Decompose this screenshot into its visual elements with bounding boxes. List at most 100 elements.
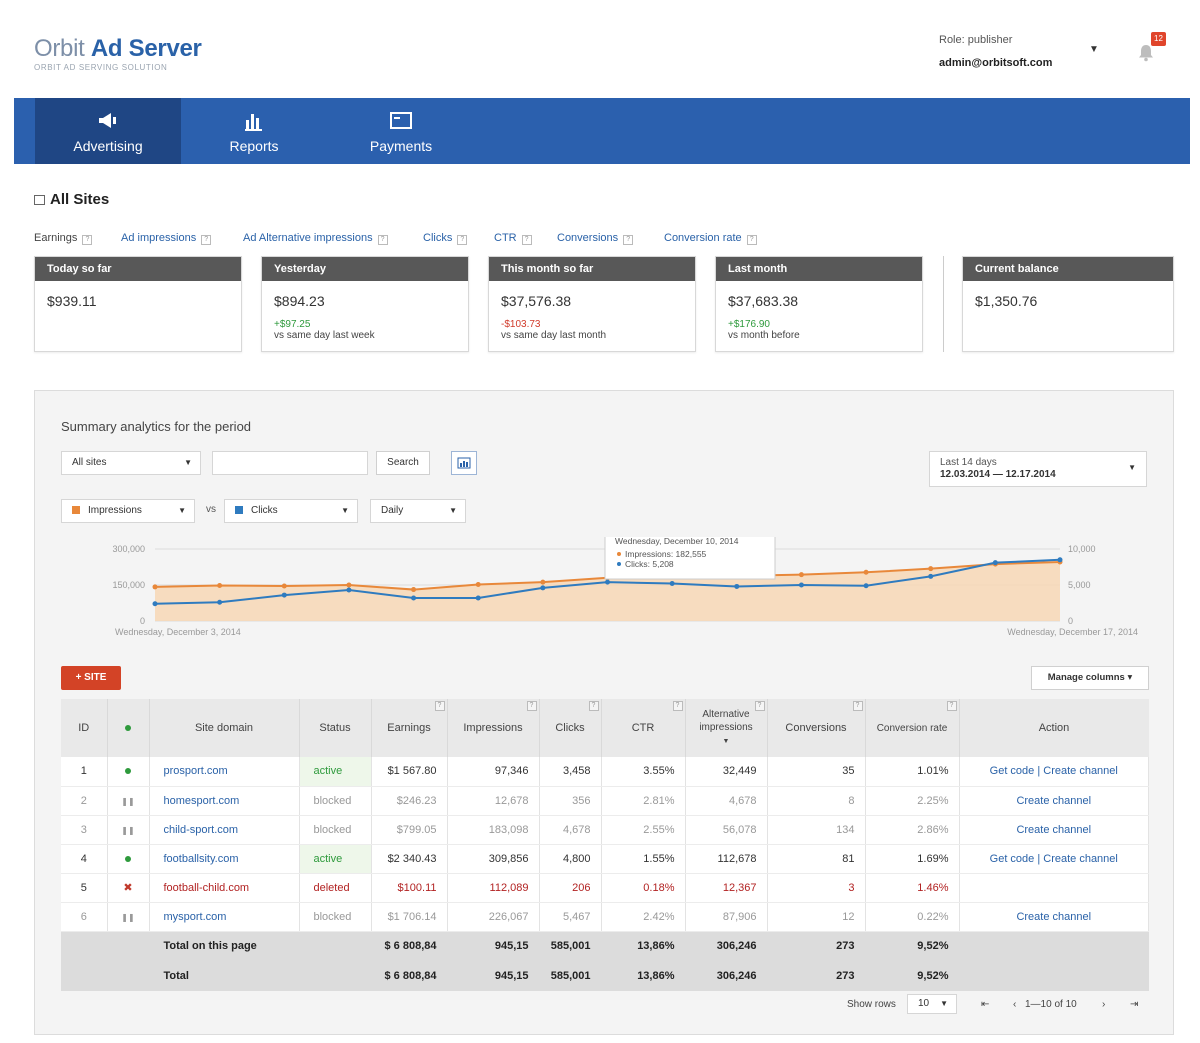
metric-tab-label: Clicks [423,232,453,244]
metric-a-select[interactable]: Impressions ▼ [61,499,195,523]
col-header-conversions[interactable]: Conversions? [767,699,866,757]
help-icon[interactable]: ? [946,701,957,711]
col-header-conversion-rate[interactable]: Conversion rate? [865,699,960,757]
prev-page-button[interactable]: ‹ [1013,999,1017,1010]
help-icon[interactable]: ? [672,701,683,711]
help-icon[interactable]: ? [82,235,93,245]
col-header-ctr[interactable]: CTR? [601,699,686,757]
last-page-button[interactable]: ⇥ [1130,999,1139,1010]
help-icon[interactable]: ? [457,235,468,245]
stat-card-title: This month so far [489,257,695,281]
sort-desc-icon: ▼ [722,738,730,745]
chart-icon [457,457,471,469]
cell-action-links[interactable]: Create channel [959,786,1149,816]
col-header-label: CTR [631,721,655,734]
cell-action-links[interactable]: Create channel [959,902,1149,932]
total-conversion-rate: 9,52% [865,961,960,991]
metric-tab-clicks[interactable]: Clicks? [423,232,468,245]
col-header-site-domain[interactable]: Site domain [149,699,300,757]
clicks-point [863,583,869,589]
deleted-x-icon: ✖ [123,882,133,894]
cell-status: blocked [299,815,372,845]
site-filter-select[interactable]: All sites ▼ [61,451,201,475]
stat-card-title: Current balance [963,257,1173,281]
search-button[interactable]: Search [376,451,430,475]
total-alt-impressions: 306,246 [685,931,768,961]
help-icon[interactable]: ? [521,235,532,245]
col-header-impressions[interactable]: Impressions? [447,699,540,757]
cell-action-links[interactable]: Get code | Create channel [959,844,1149,874]
col-header-clicks[interactable]: Clicks? [539,699,602,757]
help-icon[interactable]: ? [754,701,765,711]
active-dot-icon [125,768,131,775]
stat-card-value: $939.11 [47,293,97,309]
cell-action-links[interactable]: Create channel [959,815,1149,845]
cell-site-domain[interactable]: homesport.com [149,786,300,816]
metric-tab-conversion-rate[interactable]: Conversion rate? [664,232,757,245]
nav-advertising-label: Advertising [73,138,143,154]
help-icon[interactable]: ? [201,235,212,245]
user-email[interactable]: admin@orbitsoft.com [939,57,1053,69]
cell-ctr: 2.81% [601,786,686,816]
help-icon[interactable]: ? [852,701,863,711]
cell-alt-impressions: 87,906 [685,902,768,932]
col-header-id[interactable]: ID [61,699,108,757]
metric-tab-earnings[interactable]: Earnings? [34,232,93,245]
next-page-button[interactable]: › [1102,999,1106,1010]
help-icon[interactable]: ? [623,235,634,245]
nav-advertising[interactable]: Advertising [35,98,181,164]
cell-site-domain[interactable]: child-sport.com [149,815,300,845]
granularity-select[interactable]: Daily ▼ [370,499,466,523]
search-input[interactable] [212,451,368,475]
impressions-point [928,566,934,572]
cell-site-domain[interactable]: footballsity.com [149,844,300,874]
cell-status: blocked [299,786,372,816]
help-icon[interactable]: ? [746,235,757,245]
help-icon[interactable]: ? [434,701,445,711]
total-ctr: 13,86% [601,931,686,961]
add-site-button[interactable]: + SITE [61,666,121,690]
cell-site-domain[interactable]: football-child.com [149,873,300,903]
metric-tab-ctr[interactable]: CTR? [494,232,532,245]
help-icon[interactable]: ? [377,235,388,245]
logo[interactable]: Orbit Ad Server ORBIT AD SERVING SOLUTIO… [34,36,202,73]
metric-tab-label: Earnings [34,232,78,244]
metric-tab-alt-impressions[interactable]: Ad Alternative impressions? [243,232,388,245]
metric-tab-ad-impressions[interactable]: Ad impressions? [121,232,212,245]
cell-empty [61,931,108,961]
col-header-earnings[interactable]: Earnings? [371,699,448,757]
nav-payments[interactable]: Payments [328,98,474,164]
total-conversion-rate: 9,52% [865,931,960,961]
col-header-status[interactable]: Status [299,699,372,757]
first-page-button[interactable]: ⇤ [981,999,990,1010]
clicks-point [605,579,610,585]
metric-tab-conversions[interactable]: Conversions? [557,232,634,245]
clicks-point [281,592,287,598]
cell-earnings: $799.05 [371,815,448,845]
chart-toggle-button[interactable] [451,451,477,475]
cell-conversion-rate: 1.69% [865,844,960,874]
date-range-picker[interactable]: Last 14 days 12.03.2014 — 12.17.2014 ▼ [929,451,1147,487]
metric-b-select[interactable]: Clicks ▼ [224,499,358,523]
impressions-point [798,572,804,578]
cell-action-links[interactable]: Get code | Create channel [959,757,1149,787]
user-menu-caret-icon[interactable]: ▼ [1089,44,1099,55]
help-icon[interactable]: ? [526,701,537,711]
manage-columns-button[interactable]: Manage columns ▾ [1031,666,1149,690]
cell-site-domain[interactable]: mysport.com [149,902,300,932]
cell-earnings: $1 706.14 [371,902,448,932]
stat-card-title: Today so far [35,257,241,281]
help-icon[interactable]: ? [588,701,599,711]
cell-empty [299,961,372,991]
granularity-value: Daily [381,505,404,516]
notifications-button[interactable]: 12 [1138,32,1166,64]
total-conversions: 273 [767,961,866,991]
stat-card-value: $37,683.38 [728,293,799,309]
cell-site-domain[interactable]: prosport.com [149,757,300,787]
metric-tab-label: Conversion rate [664,232,742,244]
rows-per-page-select[interactable]: 10 ▼ [907,994,957,1014]
nav-reports[interactable]: Reports [181,98,327,164]
col-header-alternative-impressions[interactable]: Alternative impressions ▼? [685,699,768,757]
cell-impressions: 183,098 [447,815,540,845]
